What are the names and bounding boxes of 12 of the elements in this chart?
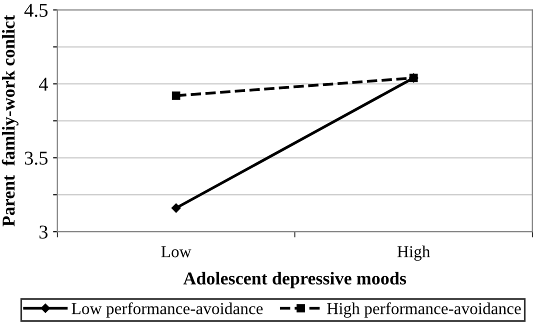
point [171,203,181,213]
legend-label: Low performance-avoidance [72,302,263,318]
x-axis-title: Adolescent depressive moods [183,272,406,288]
y-tick-label: 3 [40,226,48,239]
legend-label: High performance-avoidance [327,302,521,318]
x-tick-label: Low [161,246,192,258]
x-tick-label: High [397,246,430,261]
y-axis-title: Parent famliy-work conlict [2,15,18,226]
point [172,92,180,100]
y-tick-label: 4.5 [24,4,48,17]
y-tick-label: 3.5 [24,152,48,165]
y-tick-label: 4 [38,78,48,91]
